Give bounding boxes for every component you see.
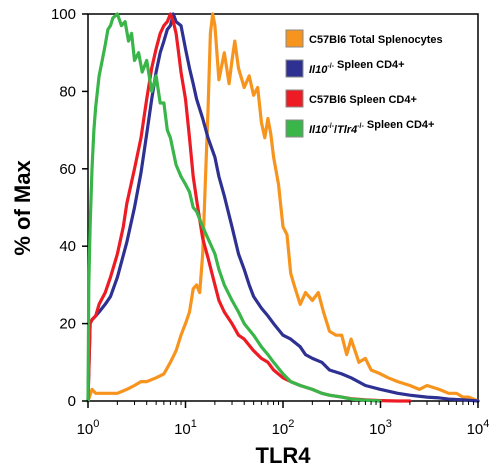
x-tick-exponent: 1 — [191, 418, 197, 430]
legend-swatch — [285, 59, 304, 78]
plot-frame — [87, 13, 479, 402]
series-line-4 — [86, 12, 383, 403]
legend-superscript: -/- — [327, 123, 334, 130]
x-axis: 100 101 102 103 104 — [77, 401, 490, 438]
legend-gene-name: Tlr4 — [337, 124, 357, 136]
y-tick-label: 60 — [59, 161, 76, 178]
y-tick-label: 80 — [59, 83, 76, 100]
y-tick-label: 20 — [59, 316, 76, 333]
legend: C57Bl6 Total Splenocytes Il10-/- Spleen C… — [285, 29, 443, 138]
legend-label: Il10-/- Spleen CD4+ — [309, 59, 405, 76]
y-tick-label: 40 — [59, 238, 76, 255]
x-tick-exponent: 0 — [93, 418, 99, 430]
legend-gene-name: Il10 — [309, 64, 328, 76]
y-axis: 0 20 40 60 80 100 — [51, 6, 88, 410]
legend-superscript: -/- — [357, 123, 364, 130]
legend-label: Il10-/-/Tlr4-/- Spleen CD4+ — [309, 119, 434, 136]
legend-gene-name: Il10 — [309, 124, 328, 136]
legend-swatch — [285, 29, 304, 48]
x-axis-title: TLR4 — [256, 443, 312, 468]
x-tick-label: 103 — [369, 418, 392, 438]
legend-superscript: -/- — [327, 63, 334, 70]
x-tick-label: 101 — [174, 418, 197, 438]
series-line-1 — [86, 12, 480, 403]
x-tick-label: 104 — [467, 418, 490, 438]
x-tick-exponent: 2 — [288, 418, 294, 430]
y-axis-title: % of Max — [10, 160, 35, 256]
legend-label: C57Bl6 Spleen CD4+ — [309, 94, 417, 106]
legend-swatch — [285, 89, 304, 108]
x-tick-exponent: 4 — [483, 418, 489, 430]
series-layer — [86, 12, 480, 403]
series-line-3 — [86, 12, 412, 403]
plot-area — [86, 12, 480, 403]
x-tick-label: 100 — [77, 418, 100, 438]
y-tick-label: 100 — [51, 6, 76, 23]
x-tick-exponent: 3 — [386, 418, 392, 430]
legend-swatch — [285, 119, 304, 138]
x-tick-label: 102 — [272, 418, 295, 438]
series-line-2 — [86, 12, 480, 403]
legend-label: C57Bl6 Total Splenocytes — [309, 34, 443, 46]
y-tick-label: 0 — [68, 393, 76, 410]
